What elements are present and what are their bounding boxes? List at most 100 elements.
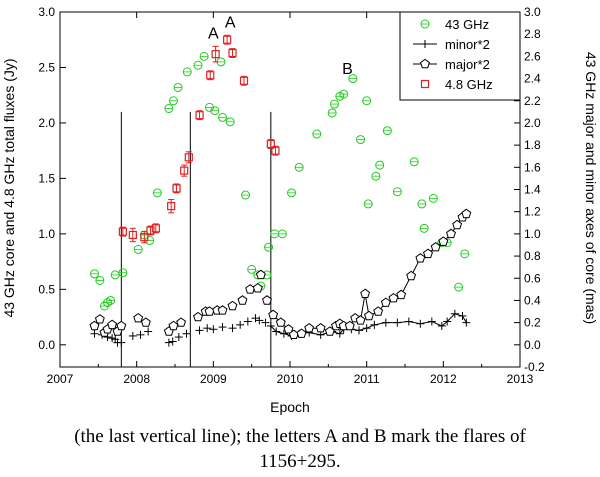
y-tick-label-right: 0.2 <box>524 316 541 330</box>
point-major <box>237 295 248 305</box>
point-major <box>89 320 100 331</box>
y-tick-label-right: 2.0 <box>524 116 541 130</box>
point-minor <box>261 318 270 327</box>
y-tick-label-right: 0.6 <box>524 271 541 285</box>
legend-label: major*2 <box>445 57 490 72</box>
point-43ghz <box>312 129 322 139</box>
y-tick-label-left: 2.0 <box>38 116 55 130</box>
y-tick-label-right: 1.6 <box>524 160 541 174</box>
x-tick-label: 2010 <box>277 372 304 386</box>
point-minor <box>218 323 227 332</box>
point-major <box>176 317 187 327</box>
y-tick-label-left: 2.5 <box>38 60 55 74</box>
point-minor <box>427 317 436 326</box>
point-43ghz <box>287 188 297 198</box>
point-43ghz <box>329 99 339 109</box>
point-4-8ghz <box>128 227 137 243</box>
point-minor <box>203 324 212 333</box>
point-43ghz <box>241 190 251 200</box>
legend-label: 4.8 GHz <box>445 77 493 92</box>
point-minor <box>404 317 413 326</box>
point-4-8ghz <box>146 225 155 236</box>
point-minor <box>243 317 252 326</box>
point-43ghz <box>375 160 385 170</box>
point-major <box>315 322 326 333</box>
point-43ghz <box>363 199 373 209</box>
point-major <box>283 324 294 334</box>
axis-ticks: 2007 2008 2009 2010 2011 2012 2013 0.0 0.5 1.0 1.5… <box>38 5 545 386</box>
legend-label: minor*2 <box>445 37 490 52</box>
point-minor <box>450 309 459 318</box>
y-tick-label-right: -0.2 <box>524 360 545 374</box>
marker-square <box>118 227 127 236</box>
y-axis-label-right: 43 GHz major and minor axes of core (mas… <box>583 52 599 324</box>
y-tick-label-right: 3.0 <box>524 5 541 19</box>
point-major <box>373 306 384 316</box>
point-minor <box>236 320 245 329</box>
marker-square <box>167 202 176 211</box>
x-tick-label: 2013 <box>507 372 534 386</box>
marker-square <box>239 76 249 85</box>
series-minor <box>90 309 471 347</box>
flare-label: A <box>208 26 219 43</box>
point-43ghz <box>371 171 381 181</box>
point-minor <box>209 325 218 334</box>
x-tick-label: 2007 <box>47 372 74 386</box>
point-minor <box>393 318 402 327</box>
legend-marker <box>420 79 430 89</box>
point-major <box>252 282 263 293</box>
legend-entry: major*2 <box>413 57 490 72</box>
point-major <box>355 315 366 325</box>
point-43ghz <box>173 82 183 92</box>
point-43ghz <box>428 193 438 203</box>
marker-square <box>271 146 280 155</box>
point-minor <box>279 329 288 338</box>
point-minor <box>174 333 183 342</box>
point-43ghz <box>348 74 358 84</box>
point-43ghz <box>218 112 228 122</box>
flare-label: A <box>225 15 236 32</box>
y-tick-label-left: 1.5 <box>38 171 55 185</box>
point-4-8ghz <box>228 48 237 58</box>
marker-square <box>266 139 275 149</box>
marker-square <box>206 71 215 80</box>
point-major <box>304 322 315 333</box>
point-major <box>446 228 456 239</box>
point-minor <box>437 321 446 330</box>
point-43ghz <box>392 187 402 197</box>
flux-chart: 2007 2008 2009 2010 2011 2012 2013 0.0 0.5 1.0 1.5… <box>1 5 599 415</box>
point-43ghz <box>182 67 192 77</box>
point-4-8ghz <box>206 70 215 81</box>
point-major <box>360 288 371 298</box>
point-minor <box>370 320 379 329</box>
point-minor <box>164 338 173 347</box>
point-minor <box>128 331 137 340</box>
point-minor <box>443 317 452 326</box>
point-4-8ghz <box>172 183 181 194</box>
series-4-8ghz <box>118 34 280 244</box>
legend-box <box>399 11 521 101</box>
point-4-8ghz <box>211 45 220 63</box>
point-43ghz <box>247 264 257 274</box>
point-4-8ghz <box>239 75 249 86</box>
point-43ghz <box>106 295 116 305</box>
point-major <box>396 289 407 300</box>
x-tick-label: 2012 <box>430 372 457 386</box>
point-minor <box>458 311 467 320</box>
point-major <box>275 317 286 327</box>
point-43ghz <box>417 199 427 209</box>
y-tick-label-right: 0.4 <box>524 293 541 307</box>
point-minor <box>381 318 390 327</box>
point-major <box>438 236 449 246</box>
point-major <box>133 312 144 323</box>
marker-square <box>180 166 189 175</box>
marker-square <box>151 224 160 233</box>
legend-entry: minor*2 <box>413 37 490 52</box>
point-major <box>168 320 179 331</box>
point-43ghz <box>225 117 235 127</box>
figure-caption: (the last vertical line); the letters A … <box>0 424 600 474</box>
point-major <box>94 314 105 324</box>
point-43ghz <box>164 104 174 114</box>
point-major <box>430 241 441 252</box>
caption-line-2: 1156+295. <box>259 451 341 472</box>
